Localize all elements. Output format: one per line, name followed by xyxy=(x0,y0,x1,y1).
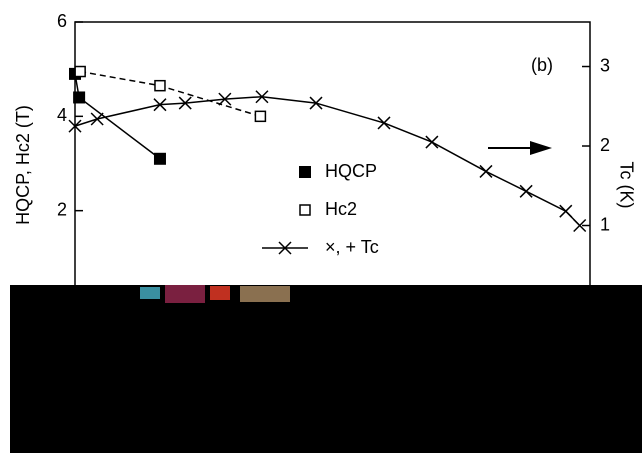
marker xyxy=(153,98,167,112)
occlusion-noise xyxy=(240,286,290,302)
legend-label: HQCP xyxy=(325,161,377,181)
marker xyxy=(278,241,292,255)
legend-entry: Hc2 xyxy=(299,199,357,219)
marker xyxy=(299,166,311,178)
arrow xyxy=(488,141,552,155)
legend-label: ×, + Tc xyxy=(325,237,379,257)
y-tick-label: 4 xyxy=(57,105,67,125)
y2-tick-label: 1 xyxy=(600,214,610,234)
marker xyxy=(377,116,391,130)
marker xyxy=(73,91,86,104)
marker xyxy=(425,135,439,149)
y2-tick-label: 3 xyxy=(600,55,610,75)
marker xyxy=(218,92,232,106)
y2-tick-label: 2 xyxy=(600,135,610,155)
occlusion-noise xyxy=(140,287,160,299)
marker xyxy=(74,65,86,78)
annotation: (b) xyxy=(531,55,553,75)
legend-label: Hc2 xyxy=(325,199,357,219)
legend-entry: ×, + Tc xyxy=(262,237,379,257)
marker xyxy=(519,184,533,198)
occlusion-noise xyxy=(210,286,230,300)
marker xyxy=(254,110,267,123)
occlusion xyxy=(10,285,642,453)
marker xyxy=(309,96,323,110)
series-line xyxy=(74,73,161,160)
marker xyxy=(178,96,192,110)
legend-entry: HQCP xyxy=(299,161,377,181)
series-line xyxy=(80,70,261,118)
y-tick-label: 2 xyxy=(57,199,67,219)
marker xyxy=(154,79,166,92)
marker xyxy=(255,90,269,104)
occlusion-noise xyxy=(165,285,205,303)
marker xyxy=(559,204,573,218)
marker xyxy=(90,112,104,126)
marker xyxy=(573,218,587,233)
y-axis-label: HQCP, Hc2 (T) xyxy=(13,105,33,225)
marker xyxy=(68,119,82,133)
y2-axis-label: Tc (K) xyxy=(616,162,636,209)
marker xyxy=(299,204,311,216)
y-tick-label: 6 xyxy=(57,11,67,31)
marker xyxy=(479,164,493,178)
marker xyxy=(153,152,166,165)
